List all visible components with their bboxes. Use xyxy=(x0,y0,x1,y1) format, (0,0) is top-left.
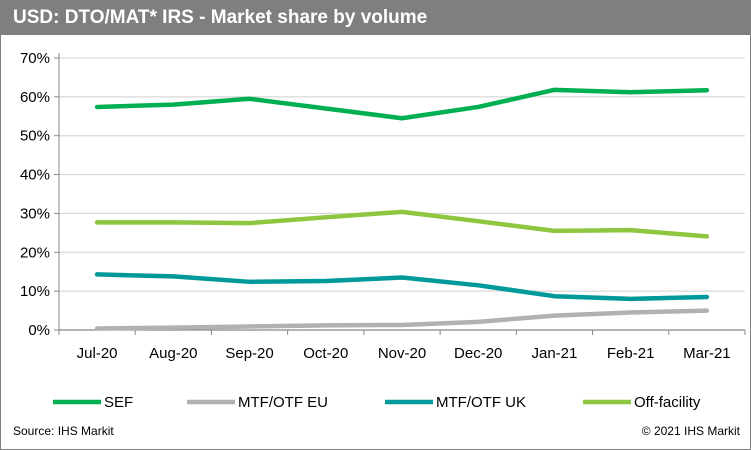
copyright-note: © 2021 IHS Markit xyxy=(641,424,740,438)
x-tick-label: Jan-21 xyxy=(532,345,578,362)
x-tick-label: Jul-20 xyxy=(77,345,118,362)
x-tick-label: Oct-20 xyxy=(303,345,348,362)
y-tick-label: 70% xyxy=(20,50,50,67)
x-tick-label: Mar-21 xyxy=(683,345,731,362)
series-line-mtf-otf-eu xyxy=(94,308,710,331)
x-tick-label: Nov-20 xyxy=(378,345,426,362)
x-tick-label: Feb-21 xyxy=(607,345,655,362)
x-tick-label: Dec-20 xyxy=(454,345,502,362)
y-tick-label: 0% xyxy=(28,322,50,339)
series-line-off-facility xyxy=(94,209,710,239)
legend-label: Off-facility xyxy=(634,394,701,411)
y-tick-label: 50% xyxy=(20,128,50,145)
y-tick-label: 60% xyxy=(20,89,50,106)
x-tick-label: Aug-20 xyxy=(149,345,197,362)
title-bar: USD: DTO/MAT* IRS - Market share by volu… xyxy=(1,1,750,35)
y-tick-label: 30% xyxy=(20,205,50,222)
series-line-mtf-otf-uk xyxy=(94,272,710,302)
source-note: Source: IHS Markit xyxy=(13,424,114,438)
y-tick-label: 20% xyxy=(20,244,50,261)
chart-title: USD: DTO/MAT* IRS - Market share by volu… xyxy=(13,7,428,28)
legend-label: SEF xyxy=(104,394,133,411)
series-line-sef xyxy=(94,87,710,121)
legend-label: MTF/OTF UK xyxy=(436,394,526,411)
y-tick-label: 40% xyxy=(20,167,50,184)
x-tick-label: Sep-20 xyxy=(225,345,273,362)
y-tick-label: 10% xyxy=(20,283,50,300)
legend-label: MTF/OTF EU xyxy=(238,394,328,411)
